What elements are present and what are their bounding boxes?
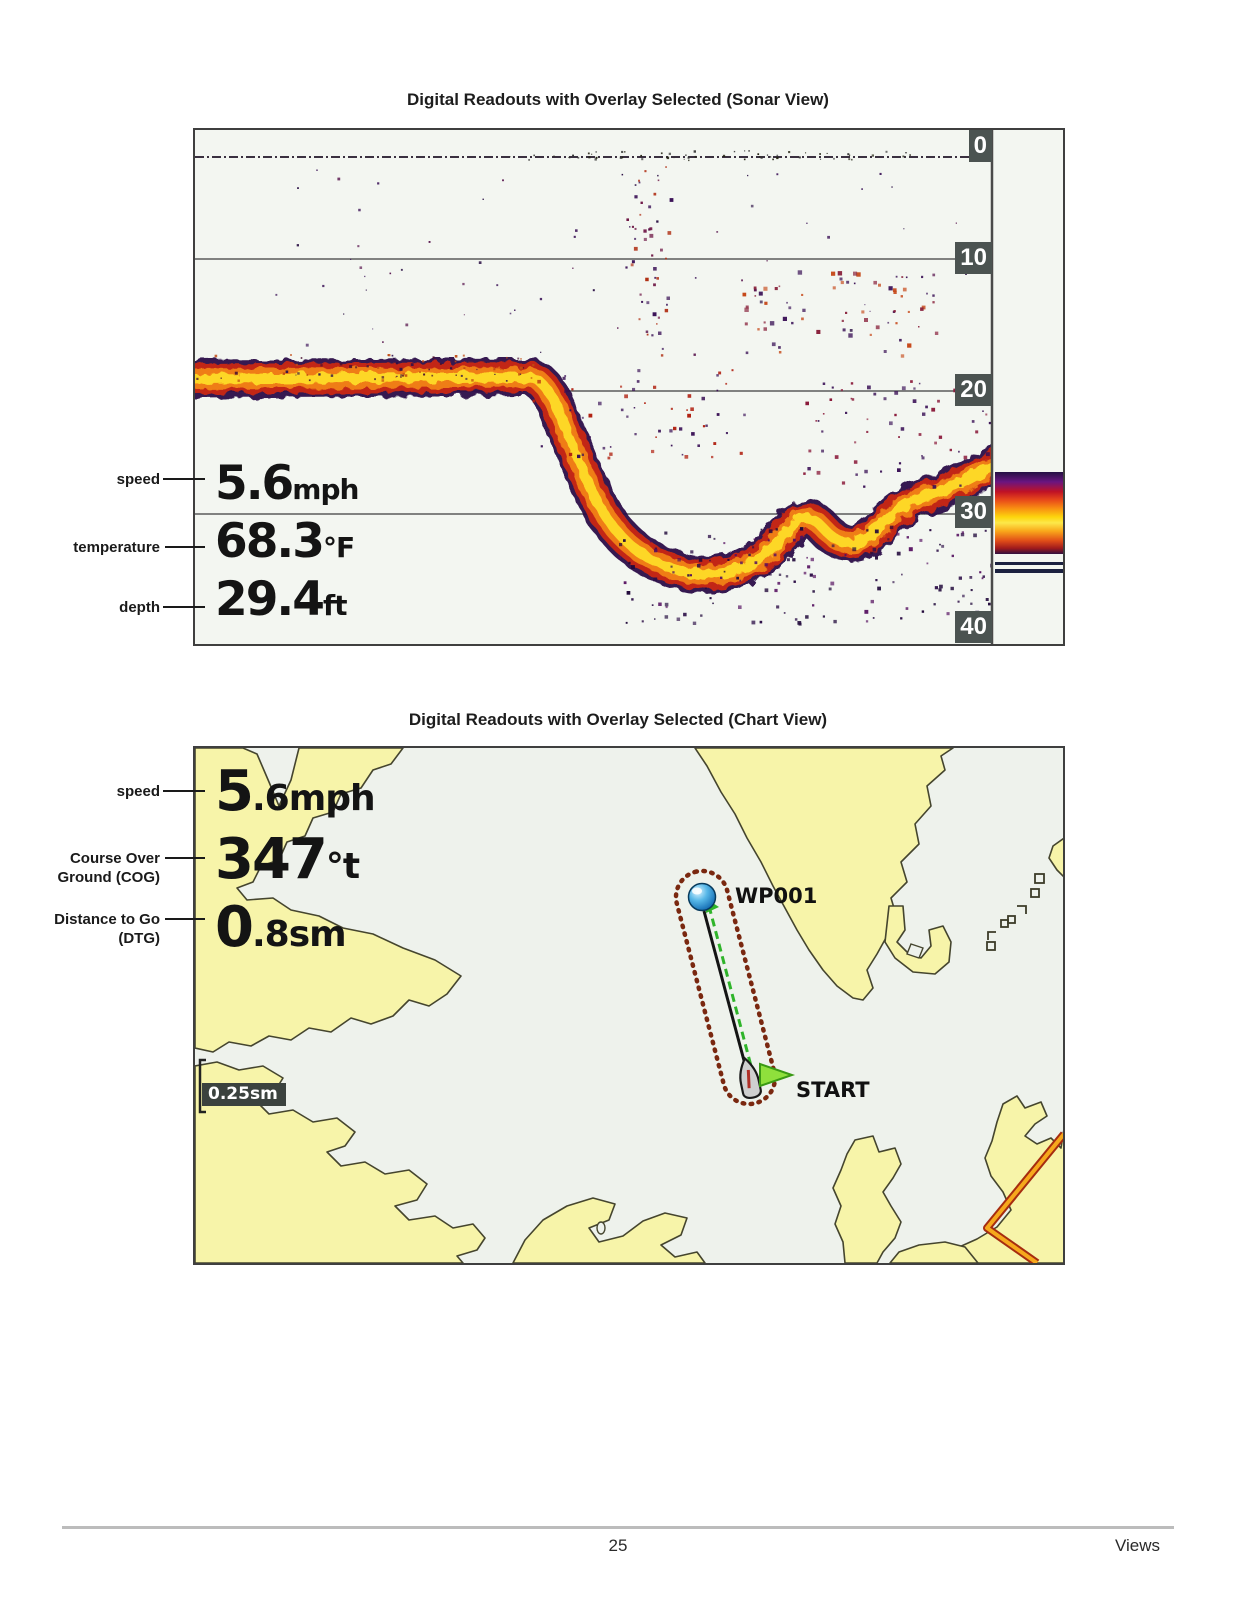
island-notch: [906, 943, 924, 959]
speed-unit: mph: [288, 778, 376, 819]
sonar-display: [195, 130, 1063, 644]
scale-badge: 0.25sm: [202, 1083, 286, 1106]
sonar-view-figure: 0 10 20 30 40 5.6 mph 68.3 °F 29.4 ft: [193, 128, 1065, 646]
callout-connector: [165, 546, 205, 548]
callout-connector: [163, 790, 205, 792]
callout-speed: speed: [116, 471, 160, 488]
channel-route-line: [983, 1131, 1063, 1263]
depth-badge: 20: [955, 374, 992, 406]
callout-line: Ground (COG): [57, 869, 160, 886]
depth-badge: 0: [968, 130, 992, 162]
course-line: [702, 910, 748, 1069]
start-label: START: [796, 1078, 870, 1102]
depth-badge: 40: [955, 611, 992, 643]
callout-connector: [165, 857, 205, 859]
cog-int: 347: [215, 827, 328, 892]
heading-flag-icon: [759, 1062, 796, 1088]
figure1-title: Digital Readouts with Overlay Selected (…: [407, 90, 829, 109]
cog-readout: 347 °t: [215, 827, 360, 892]
callout-line: Distance to Go: [54, 911, 160, 928]
bottom-contour: [195, 358, 992, 594]
chart-display: [195, 748, 1063, 1263]
callout-connector: [163, 478, 205, 480]
temperature-unit: °F: [322, 531, 355, 564]
speed-value: 5.6: [215, 456, 294, 511]
waypoint-label: WP001: [735, 884, 818, 908]
depth-readout: 29.4 ft: [215, 572, 348, 627]
sonar-speckles: [196, 150, 992, 626]
temperature-readout: 68.3 °F: [215, 514, 355, 569]
depth-value: 29.4: [215, 572, 325, 627]
callout-line: (DTG): [118, 930, 160, 947]
figure2-title: Digital Readouts with Overlay Selected (…: [408, 710, 828, 729]
speed-int: 5: [215, 759, 254, 824]
footer-divider: [62, 1526, 1174, 1529]
dtg-frac: .8: [251, 914, 290, 955]
land-masses: [195, 748, 1063, 1263]
chart-view-figure: 5 .6 mph 347 °t 0 .8 sm WP001 START 0.25…: [193, 746, 1065, 1265]
footer-section: Views: [1114, 1536, 1160, 1555]
rock-symbols: [986, 873, 1045, 951]
speed-readout: 5 .6 mph: [215, 759, 376, 824]
callout-dtg: Distance to Go (DTG): [0, 910, 160, 948]
lagoon-pond: [596, 1221, 606, 1235]
callout-connector: [163, 606, 205, 608]
callout-connector: [165, 918, 205, 920]
cog-unit: °t: [325, 846, 360, 887]
speed-frac: .6: [251, 778, 290, 819]
dtg-unit: sm: [288, 914, 347, 955]
bearing-line: [707, 905, 753, 1067]
dtg-int: 0: [215, 895, 254, 960]
callout-temperature: temperature: [73, 539, 160, 556]
depth-badge: 30: [955, 496, 992, 528]
callout-line: speed: [116, 783, 160, 800]
temperature-value: 68.3: [215, 514, 325, 569]
speed-unit: mph: [292, 473, 359, 506]
callout-line: Course Over: [69, 850, 160, 867]
color-palette-bar: [995, 472, 1063, 573]
page-number: 25: [608, 1536, 628, 1555]
route-capsule: [673, 868, 778, 1107]
scale-bracket: [198, 1058, 206, 1114]
depth-unit: ft: [322, 589, 348, 622]
waypoint-icon: [687, 882, 717, 912]
speed-readout: 5.6 mph: [215, 456, 359, 511]
callout-depth: depth: [119, 599, 160, 616]
boat-icon: [739, 1056, 762, 1100]
callout-cog: Course Over Ground (COG): [0, 849, 160, 887]
dtg-readout: 0 .8 sm: [215, 895, 347, 960]
callout-speed: speed: [0, 782, 160, 801]
depth-badge: 10: [955, 242, 992, 274]
